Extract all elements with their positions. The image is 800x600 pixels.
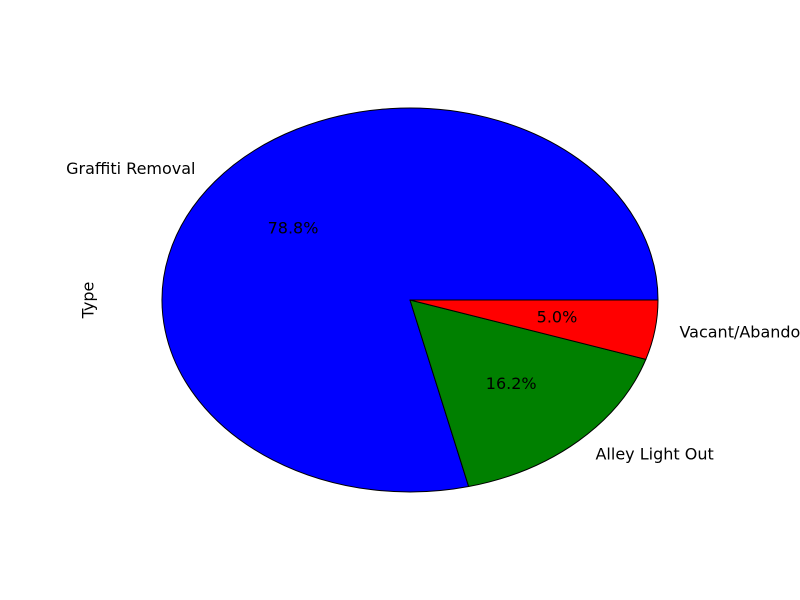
slice-percent-label: 5.0% xyxy=(537,308,578,327)
pie-slice-1 xyxy=(409,299,647,488)
slice-category-label: Vacant/Abandoned Building xyxy=(679,323,800,342)
slice-percent-label: 78.8% xyxy=(268,218,319,237)
slice-percent-label: 16.2% xyxy=(486,374,537,393)
pie-slices xyxy=(161,107,659,493)
pie-slice-2 xyxy=(409,299,659,360)
slice-category-label: Alley Light Out xyxy=(595,444,713,463)
slice-category-label: Graffiti Removal xyxy=(66,159,195,178)
y-axis-label: Type xyxy=(79,282,98,320)
pie-labels: 78.8% Graffiti Removal 16.2% Alley Light Ou… xyxy=(66,159,800,463)
